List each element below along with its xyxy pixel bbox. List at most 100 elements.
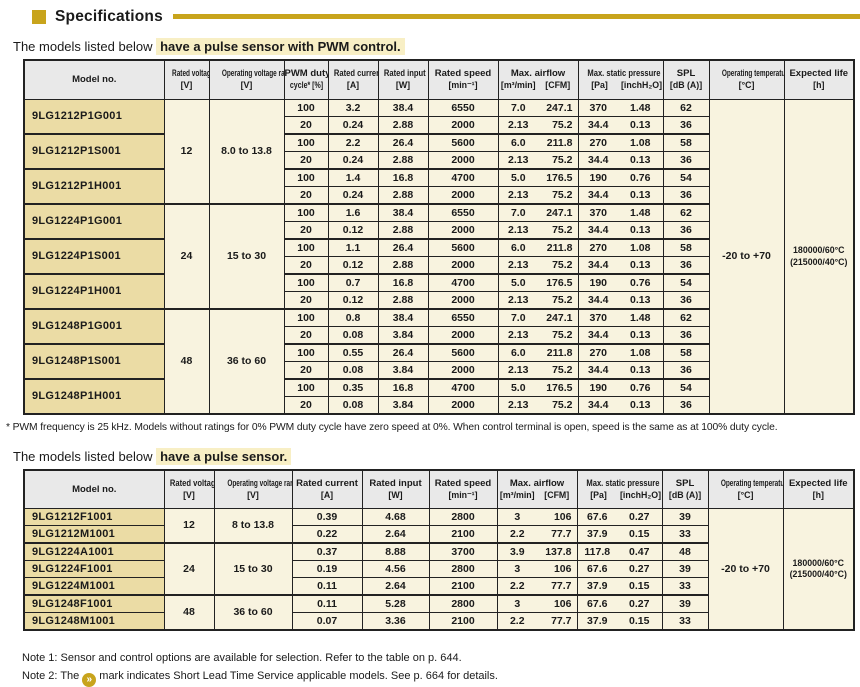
airflow-cfm-cell: 176.5: [537, 168, 579, 187]
pwm-cell: 100: [283, 238, 329, 257]
model-cell: »9LG1224A1001: [23, 542, 165, 561]
spl-cell: 33: [661, 525, 709, 544]
pwm-cell: 100: [283, 343, 329, 362]
col-airflow: Max. airflow [m³/min] [CFM]: [496, 469, 578, 509]
input-cell: 26.4: [377, 343, 429, 362]
speed-cell: 2800: [428, 508, 498, 526]
airflow-cfm-cell: 75.2: [537, 186, 579, 205]
col-input: Rated input [W]: [377, 59, 429, 100]
pwm-cell: 100: [283, 203, 329, 222]
intro-pwm-highlight: have a pulse sensor with PWM control.: [156, 38, 405, 55]
col-current: Rated current [A]: [291, 469, 363, 509]
voltage-cell: 48: [163, 308, 210, 415]
current-cell: 0.35: [327, 378, 379, 397]
input-cell: 2.88: [377, 221, 429, 240]
table-row: »9LG1212P1S001 1002.226.456006.0211.82701…: [23, 133, 854, 170]
model-cell: »9LG1224F1001: [23, 560, 165, 578]
voltage-cell: 12: [163, 508, 215, 544]
input-cell: 16.8: [377, 273, 429, 292]
current-cell: 0.12: [327, 221, 379, 240]
current-cell: 3.2: [327, 99, 379, 117]
speed-cell: 2000: [427, 326, 499, 345]
current-cell: 0.37: [291, 542, 363, 561]
pwm-cell: 20: [283, 291, 329, 310]
pressure-pa-cell: 370: [577, 99, 618, 117]
airflow-cfm-cell: 75.2: [537, 326, 579, 345]
speed-cell: 2100: [428, 612, 498, 631]
pressure-inch-cell: 0.76: [617, 273, 664, 292]
pressure-pa-cell: 34.4: [577, 326, 618, 345]
section-bullet-icon: [32, 9, 46, 24]
speed-cell: 2000: [427, 396, 499, 415]
pressure-pa-cell: 67.6: [576, 560, 617, 578]
pressure-pa-cell: 117.8: [576, 542, 617, 561]
current-cell: 1.1: [327, 238, 379, 257]
table-row: 20 0.12 2.88 2000 2.13 75.2 34.4 0.13 36: [24, 221, 854, 240]
spl-cell: 62: [662, 99, 710, 117]
voltage-cell: 24: [163, 203, 210, 310]
spl-cell: 36: [662, 116, 710, 135]
pressure-unit-pa: [Pa]: [590, 489, 607, 500]
spl-cell: 58: [662, 133, 710, 152]
airflow-cfm-cell: 106: [536, 594, 578, 613]
pressure-inch-cell: 0.13: [617, 221, 664, 240]
model-number: 9LG1224P1H001: [32, 285, 122, 297]
current-cell: 0.08: [327, 361, 379, 380]
input-cell: 2.88: [377, 186, 429, 205]
table-row: 20 0.12 2.88 2000 2.13 75.2 34.4 0.13 36: [24, 291, 854, 310]
speed-cell: 6550: [427, 99, 499, 117]
airflow-cfm-cell: 77.7: [536, 612, 578, 631]
pwm-cell: 20: [283, 116, 329, 135]
pressure-pa-cell: 67.6: [576, 594, 617, 613]
pressure-inch-cell: 0.13: [617, 256, 664, 275]
input-cell: 3.36: [361, 612, 430, 631]
current-cell: 0.39: [291, 508, 363, 526]
model-cell: »9LG1224M1001: [23, 577, 165, 596]
model-cell: »9LG1212P1S001: [23, 133, 165, 170]
airflow-m3-cell: 3: [496, 560, 537, 578]
range-cell: 36 to 60: [213, 594, 293, 631]
spl-cell: 54: [662, 168, 710, 187]
speed-cell: 2100: [428, 525, 498, 544]
spl-cell: 36: [662, 326, 710, 345]
model-cell: »9LG1248P1G001: [23, 308, 165, 345]
pwm-cell: 20: [283, 361, 329, 380]
pressure-inch-cell: 1.08: [617, 238, 664, 257]
pwm-cell: 20: [283, 186, 329, 205]
table-row: »9LG1224M1001 0.112.6421002.277.737.90.15…: [23, 577, 854, 596]
table-row: »9LG1248M1001 0.073.3621002.277.737.90.15…: [23, 612, 854, 631]
table-row: »9LG1248P1S001 1000.5526.456006.0211.8270…: [23, 343, 854, 380]
airflow-m3-cell: 2.13: [497, 396, 538, 415]
input-cell: 2.88: [377, 116, 429, 135]
speed-cell: 4700: [427, 168, 499, 187]
pwm-cell: 100: [283, 308, 329, 327]
intro-pulse-highlight: have a pulse sensor.: [156, 448, 292, 465]
spl-cell: 36: [662, 361, 710, 380]
pwm-cell: 20: [283, 256, 329, 275]
pwm-cell: 100: [283, 168, 329, 187]
airflow-cfm-cell: 77.7: [536, 577, 578, 596]
section-rule: [172, 14, 860, 19]
pressure-pa-cell: 67.6: [576, 508, 617, 526]
table-row: 20 0.08 3.84 2000 2.13 75.2 34.4 0.13 36: [24, 361, 854, 380]
airflow-cfm-cell: 75.2: [537, 396, 579, 415]
spl-cell: 62: [662, 203, 710, 222]
airflow-m3-cell: 6.0: [497, 238, 538, 257]
airflow-m3-cell: 5.0: [497, 168, 538, 187]
airflow-m3-cell: 2.13: [497, 151, 538, 170]
pressure-inch-cell: 0.13: [617, 326, 664, 345]
note-2: Note 2: The» mark indicates Short Lead Ti…: [22, 668, 860, 687]
col-spl: SPL [dB (A)]: [662, 59, 710, 100]
pressure-inch-cell: 1.08: [617, 343, 664, 362]
airflow-m3-cell: 7.0: [497, 203, 538, 222]
input-cell: 5.28: [361, 594, 430, 613]
pressure-pa-cell: 34.4: [577, 221, 618, 240]
pressure-pa-cell: 190: [577, 273, 618, 292]
spl-cell: 36: [662, 221, 710, 240]
speed-cell: 6550: [427, 308, 499, 327]
section-header: Specifications: [32, 6, 860, 27]
pressure-inch-cell: 0.13: [617, 361, 664, 380]
current-cell: 0.12: [327, 256, 379, 275]
note-1: Note 1: Sensor and control options are a…: [22, 652, 462, 664]
